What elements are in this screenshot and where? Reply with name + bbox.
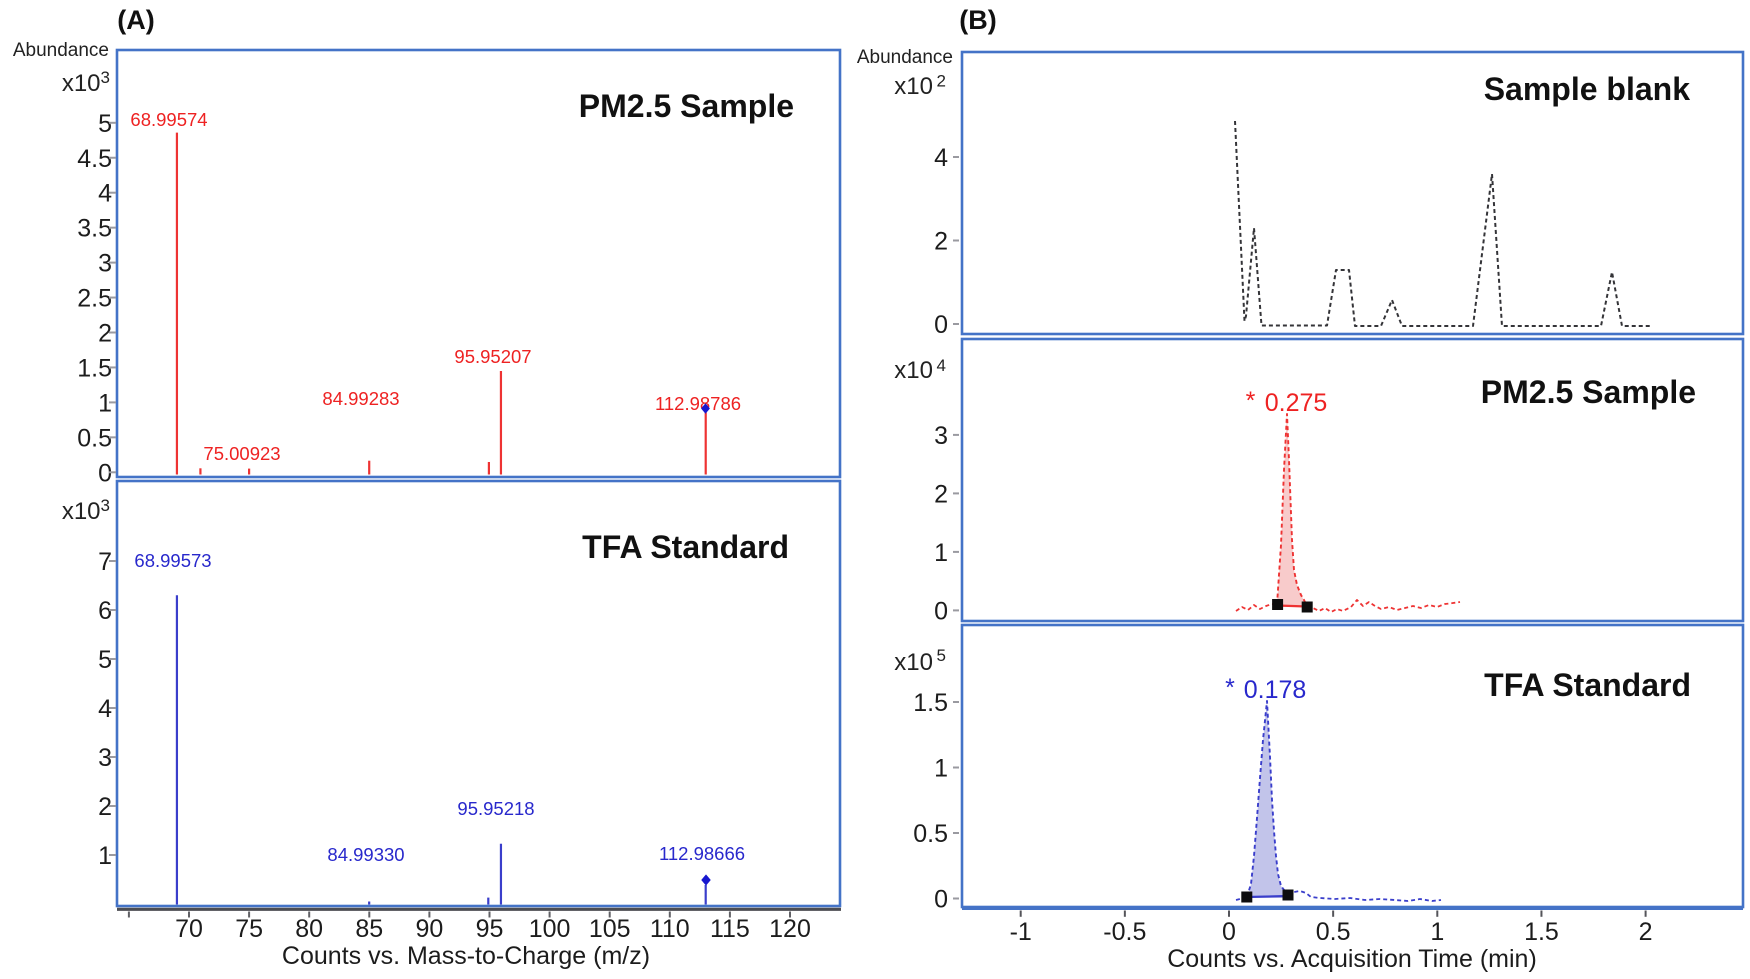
svg-text:2: 2 <box>937 72 946 91</box>
svg-text:5: 5 <box>98 646 112 674</box>
svg-text:7: 7 <box>98 548 112 576</box>
svg-text:(A): (A) <box>117 5 154 35</box>
svg-text:Counts vs. Mass-to-Charge (m/z: Counts vs. Mass-to-Charge (m/z) <box>282 942 650 970</box>
svg-text:0: 0 <box>934 311 948 339</box>
svg-text:4.5: 4.5 <box>77 145 112 173</box>
svg-text:1.5: 1.5 <box>913 689 948 717</box>
svg-text:x10: x10 <box>894 649 933 676</box>
svg-text:84.99330: 84.99330 <box>327 844 404 865</box>
svg-text:1.5: 1.5 <box>1524 918 1559 946</box>
svg-text:TFA Standard: TFA Standard <box>1484 667 1691 703</box>
svg-text:1: 1 <box>98 842 112 870</box>
svg-text:95: 95 <box>476 915 504 943</box>
svg-text:x10: x10 <box>894 357 933 384</box>
svg-text:75: 75 <box>235 915 263 943</box>
svg-text:75.00923: 75.00923 <box>203 443 280 464</box>
svg-text:Abundance: Abundance <box>13 40 109 61</box>
svg-text:70: 70 <box>175 915 203 943</box>
svg-text:112.98666: 112.98666 <box>659 843 745 864</box>
svg-text:95.95218: 95.95218 <box>457 798 534 819</box>
svg-text:120: 120 <box>769 915 811 943</box>
svg-text:112.98786: 112.98786 <box>655 393 741 414</box>
svg-text:3: 3 <box>98 744 112 772</box>
svg-text:Counts vs. Acquisition Time (m: Counts vs. Acquisition Time (min) <box>1167 945 1537 973</box>
svg-text:Sample blank: Sample blank <box>1484 71 1691 107</box>
svg-text:0.5: 0.5 <box>913 820 948 848</box>
svg-text:1: 1 <box>934 539 948 567</box>
svg-text:2: 2 <box>98 793 112 821</box>
svg-text:x10: x10 <box>894 73 933 100</box>
svg-text:68.99573: 68.99573 <box>134 550 211 571</box>
svg-text:4: 4 <box>98 180 112 208</box>
svg-text:5: 5 <box>98 110 112 138</box>
svg-text:6: 6 <box>98 597 112 625</box>
svg-text:1: 1 <box>934 755 948 783</box>
svg-text:2: 2 <box>98 320 112 348</box>
svg-text:3.5: 3.5 <box>77 215 112 243</box>
svg-text:*: * <box>1246 387 1256 415</box>
svg-text:0.5: 0.5 <box>1316 918 1351 946</box>
svg-text:1: 1 <box>1430 918 1444 946</box>
svg-text:4: 4 <box>937 356 946 375</box>
svg-text:2: 2 <box>934 228 948 256</box>
svg-text:115: 115 <box>710 915 750 943</box>
svg-text:1.5: 1.5 <box>77 354 112 382</box>
svg-text:84.99283: 84.99283 <box>322 388 399 409</box>
svg-text:110: 110 <box>650 915 690 943</box>
svg-text:105: 105 <box>589 915 631 943</box>
svg-text:3: 3 <box>934 422 948 450</box>
svg-text:(B): (B) <box>959 5 996 35</box>
svg-text:TFA Standard: TFA Standard <box>582 529 789 565</box>
svg-text:0.5: 0.5 <box>77 424 112 452</box>
svg-text:5: 5 <box>937 646 946 665</box>
svg-text:90: 90 <box>415 915 443 943</box>
svg-text:2.5: 2.5 <box>77 285 112 313</box>
svg-text:Abundance: Abundance <box>857 47 953 68</box>
svg-text:4: 4 <box>934 144 948 172</box>
svg-text:3: 3 <box>98 250 112 278</box>
svg-text:-1: -1 <box>1010 918 1032 946</box>
svg-text:80: 80 <box>295 915 323 943</box>
svg-text:68.99574: 68.99574 <box>130 109 207 130</box>
svg-text:95.95207: 95.95207 <box>454 346 531 367</box>
svg-text:-0.5: -0.5 <box>1103 918 1146 946</box>
svg-text:0.275: 0.275 <box>1265 389 1328 417</box>
svg-text:85: 85 <box>355 915 383 943</box>
svg-text:*: * <box>1225 674 1235 702</box>
svg-text:4: 4 <box>98 695 112 723</box>
svg-text:2: 2 <box>1639 918 1653 946</box>
svg-text:PM2.5 Sample: PM2.5 Sample <box>1481 374 1696 410</box>
svg-text:0: 0 <box>934 886 948 914</box>
svg-text:1: 1 <box>98 389 112 417</box>
svg-text:PM2.5 Sample: PM2.5 Sample <box>579 88 794 124</box>
svg-text:2: 2 <box>934 480 948 508</box>
svg-text:0: 0 <box>934 597 948 625</box>
svg-text:100: 100 <box>529 915 571 943</box>
svg-text:0: 0 <box>98 459 112 487</box>
svg-text:0.178: 0.178 <box>1244 676 1307 704</box>
svg-text:0: 0 <box>1222 918 1236 946</box>
